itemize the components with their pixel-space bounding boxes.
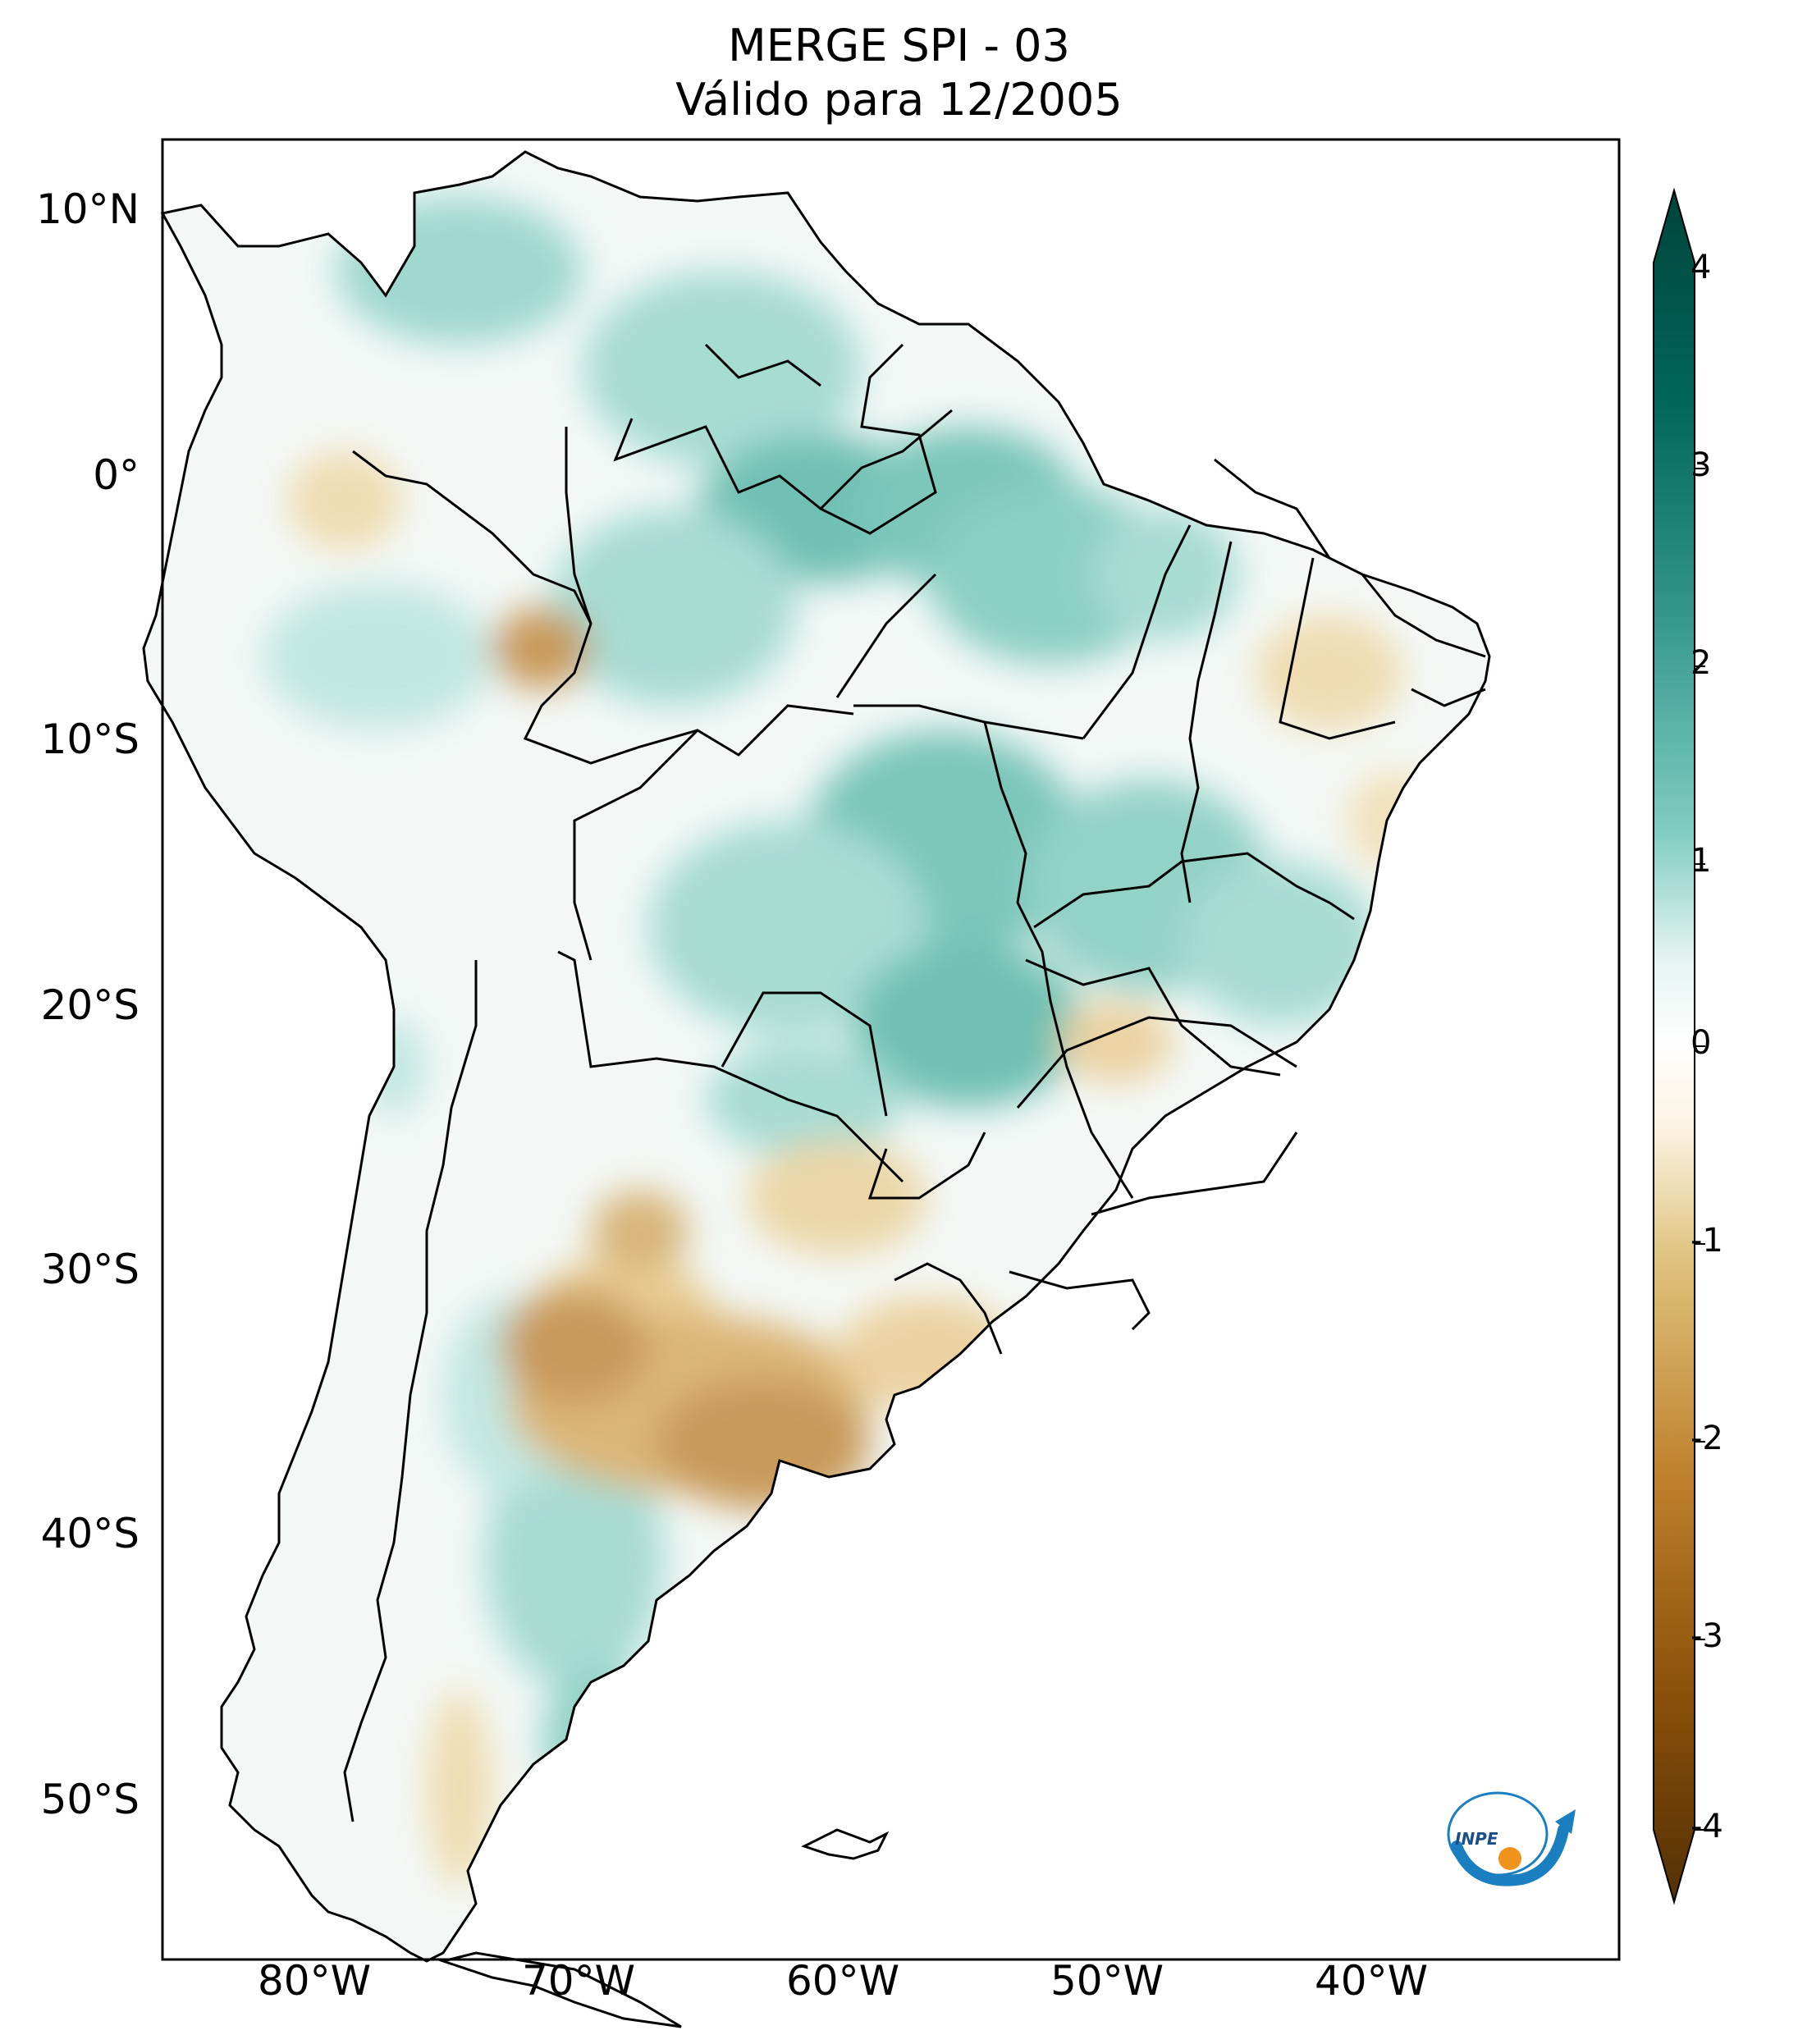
- country-borders: [142, 150, 1491, 2028]
- colorbar-label-1: 1: [1690, 842, 1712, 880]
- lon-label-50w: 50°W: [1050, 1957, 1164, 2005]
- lat-label-10s: 10°S: [40, 716, 140, 763]
- lat-label-20s: 20°S: [40, 981, 140, 1029]
- colorbar-label-neg4: -4: [1690, 1808, 1723, 1845]
- axes-frame: [161, 138, 1621, 1961]
- logo-text: INPE: [1455, 1829, 1498, 1849]
- lat-label-40s: 40°S: [40, 1510, 140, 1557]
- colorbar-label-neg2: -2: [1690, 1420, 1723, 1457]
- lat-label-30s: 30°S: [40, 1246, 140, 1293]
- colorbar: [1653, 187, 1705, 1905]
- colorbar-label-4: 4: [1690, 249, 1712, 286]
- colorbar-label-neg1: -1: [1690, 1222, 1723, 1260]
- lon-label-40w: 40°W: [1314, 1957, 1429, 2005]
- lat-label-10n: 10°N: [35, 185, 140, 233]
- map-subtitle: Válido para 12/2005: [675, 74, 1123, 126]
- lat-label-0: 0°: [93, 451, 140, 499]
- colorbar-label-0: 0: [1690, 1024, 1712, 1062]
- lon-label-80w: 80°W: [257, 1957, 372, 2005]
- lon-label-60w: 60°W: [785, 1957, 900, 2005]
- colorbar-ticks: [1695, 270, 1705, 1831]
- map-title: MERGE SPI - 03: [728, 20, 1070, 71]
- colorbar-label-2: 2: [1690, 644, 1712, 682]
- lat-label-50s: 50°S: [40, 1776, 140, 1823]
- inpe-logo: INPE: [1447, 1791, 1576, 1886]
- colorbar-label-3: 3: [1690, 446, 1712, 484]
- colorbar-label-neg3: -3: [1690, 1617, 1723, 1655]
- lon-label-70w: 70°W: [521, 1957, 636, 2005]
